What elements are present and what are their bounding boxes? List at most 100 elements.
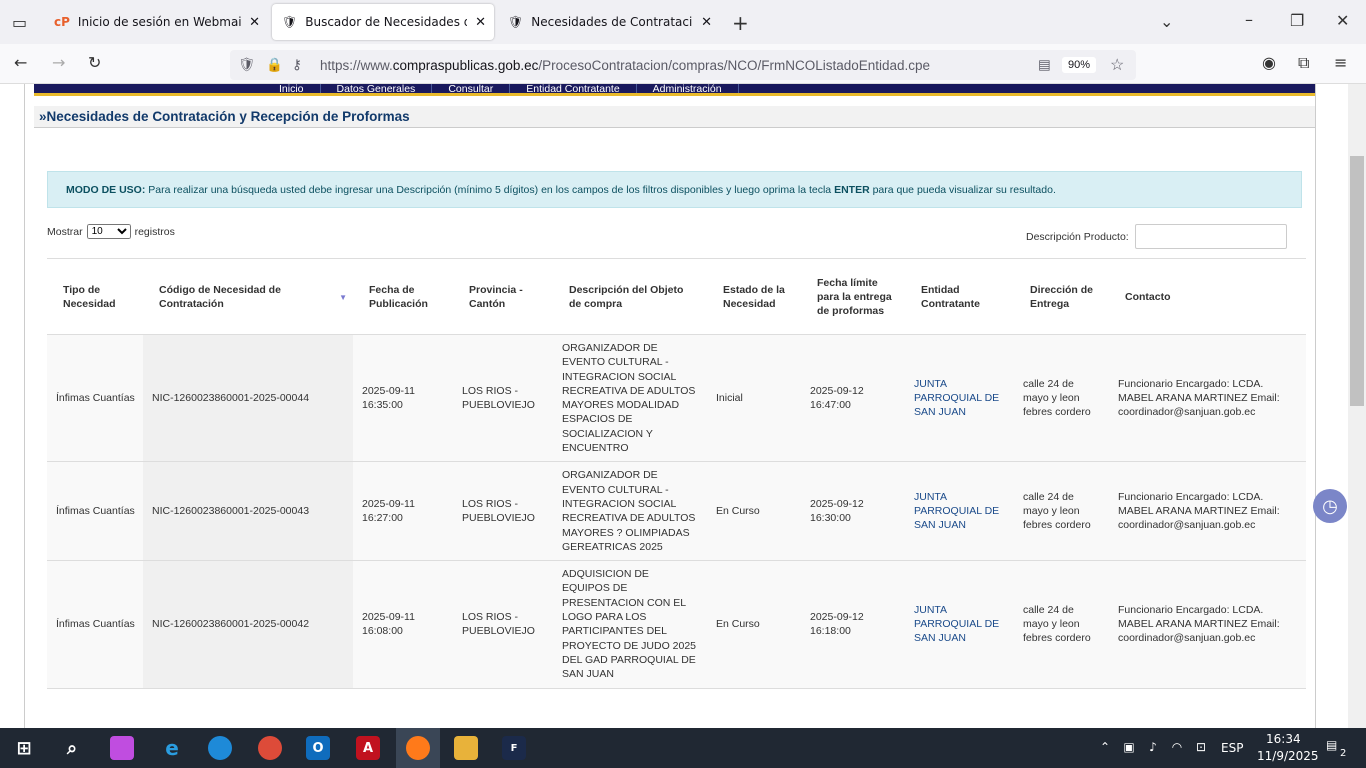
minimize-icon[interactable]: – [1245,10,1253,29]
tab-buscador[interactable]: 🛡 Buscador de Necesidades de Co ✕ [272,4,494,40]
account-icon[interactable]: ◉ [1262,53,1276,72]
close-icon[interactable]: ✕ [701,14,712,30]
volume-icon[interactable]: ♪ [1149,740,1157,754]
bookmark-star-icon[interactable]: ☆ [1110,57,1125,74]
close-icon[interactable]: ✕ [475,14,486,30]
firefox-icon[interactable] [396,728,440,768]
accessibility-widget-icon[interactable]: ◷ [1313,489,1347,523]
table-cell: ADQUISICION DE EQUIPOS DE PRESENTACION C… [553,560,707,689]
search-filter: Descripción Producto: [1026,224,1287,249]
table-row: Ínfimas Cuantías NIC-1260023860001-2025-0… [47,560,1306,689]
page-content: Inicio Datos Generales Consultar Entidad… [0,84,1348,728]
table-cell: calle 24 de mayo y leon febres cordero [1014,334,1109,463]
column-header[interactable]: Descripción del Objeto de compra [553,258,707,335]
windows-start-icon[interactable]: ⊞ [16,737,32,759]
key-icon[interactable]: ⚷ [292,57,302,72]
column-header[interactable]: Entidad Contratante [905,258,1014,335]
table-cell: 2025-09-11 16:08:00 [353,560,453,689]
tab-webmail[interactable]: cP Inicio de sesión en Webmail ✕ [44,4,268,40]
copilot-icon[interactable] [110,736,134,760]
usage-info-box: MODO DE USO: Para realizar una búsqueda … [47,171,1302,208]
menu-icon[interactable]: ≡ [1334,53,1348,72]
search-icon[interactable]: ⌕ [66,737,78,759]
column-header[interactable]: Fecha de Publicación [353,258,453,335]
column-header[interactable]: Código de Necesidad de Contratación ▼ [143,258,353,335]
description-search-input[interactable] [1134,224,1287,249]
url-text: https://www.compraspublicas.gob.ec/Proce… [320,58,1020,73]
table-cell: NIC-1260023860001-2025-00044 [143,334,353,463]
shield-favicon-icon: 🛡 [508,15,524,29]
table-cell: calle 24 de mayo y leon febres cordero [1014,560,1109,689]
table-cell[interactable]: JUNTA PARROQUIAL DE SAN JUAN [905,334,1014,463]
show-hidden-icons-icon[interactable]: ⌃ [1099,740,1111,754]
tray-app-icon[interactable]: ▣ [1123,740,1135,754]
column-header[interactable]: Fecha límite para la entrega de proforma… [801,258,905,335]
menu-consultar[interactable]: Consultar [432,84,511,94]
zoom-level[interactable]: 90% [1062,57,1097,73]
sort-desc-icon[interactable]: ▼ [339,293,347,302]
table-cell: Funcionario Encargado: LCDA. MABEL ARANA… [1109,560,1306,689]
acrobat-icon[interactable]: A [356,736,380,760]
column-header[interactable]: Tipo de Necesidad [47,258,143,335]
column-header[interactable]: Provincia - Cantón [453,258,553,335]
forticlient-icon[interactable]: F [502,736,526,760]
length-prefix: Mostrar [47,225,83,238]
outlook-icon[interactable]: O [306,736,330,760]
menu-administracion[interactable]: Administración [637,84,739,94]
scrollbar-thumb[interactable] [1350,156,1364,406]
table-cell: LOS RIOS - PUEBLOVIEJO [453,461,553,562]
column-header[interactable]: Dirección de Entrega [1014,258,1109,335]
table-cell: NIC-1260023860001-2025-00042 [143,560,353,689]
forward-icon[interactable]: → [52,53,66,72]
column-header-label: Provincia - Cantón [469,283,523,310]
chevron-down-icon[interactable]: ⌄ [1160,12,1174,31]
window-close-icon[interactable]: ✕ [1336,11,1350,30]
table-cell[interactable]: JUNTA PARROQUIAL DE SAN JUAN [905,560,1014,689]
column-header[interactable]: Contacto [1109,258,1306,335]
clock-date[interactable]: 11/9/2025 [1257,749,1319,763]
chrome-icon[interactable] [258,736,282,760]
content-frame [24,84,1316,728]
clock-time[interactable]: 16:34 [1266,732,1301,746]
edge-icon[interactable] [208,736,232,760]
table-row: Ínfimas Cuantías NIC-1260023860001-2025-0… [47,461,1306,562]
close-icon[interactable]: ✕ [249,14,260,30]
reload-icon[interactable]: ↻ [88,53,102,72]
info-tail: para que pueda visualizar su resultado. [869,184,1056,196]
internet-explorer-icon[interactable]: e [165,736,179,760]
column-header[interactable]: Estado de la Necesidad [707,258,801,335]
table-cell: LOS RIOS - PUEBLOVIEJO [453,334,553,463]
page-length-select[interactable]: 10 [86,224,131,239]
table-cell: ORGANIZADOR DE EVENTO CULTURAL - INTEGRA… [553,334,707,463]
shield-icon[interactable]: 🛡 [238,57,256,72]
language-indicator[interactable]: ESP [1221,741,1244,755]
url-bar[interactable]: 🛡 🔒 ⚷ https://www.compraspublicas.gob.ec… [230,50,1136,80]
menu-inicio[interactable]: Inicio [263,84,321,94]
extensions-icon[interactable]: ⧉ [1298,53,1310,72]
menu-entidad-contratante[interactable]: Entidad Contratante [510,84,637,94]
url-prefix: https://www. [320,57,393,73]
tab-necesidades[interactable]: 🛡 Necesidades de Contratación y ✕ [498,4,720,40]
new-tab-icon[interactable]: + [732,11,749,35]
info-key: ENTER [834,184,870,196]
restore-icon[interactable]: ❐ [1290,11,1305,30]
url-domain: compraspublicas.gob.ec [392,57,539,73]
table-cell: Ínfimas Cuantías [47,334,143,463]
reader-icon[interactable]: ▤ [1038,57,1051,72]
shield-favicon-icon: 🛡 [282,15,298,29]
table-cell: NIC-1260023860001-2025-00043 [143,461,353,562]
table-row: Ínfimas Cuantías NIC-1260023860001-2025-0… [47,334,1306,463]
back-icon[interactable]: ← [14,53,28,72]
menu-datos-generales[interactable]: Datos Generales [321,84,433,94]
table-cell: Ínfimas Cuantías [47,560,143,689]
camera-icon[interactable]: ⊡ [1195,740,1207,754]
tab-list-icon[interactable]: ▭ [12,13,28,32]
table-cell: 2025-09-11 16:35:00 [353,334,453,463]
main-menu: Inicio Datos Generales Consultar Entidad… [34,84,1315,96]
lock-icon[interactable]: 🔒 [266,57,283,72]
file-explorer-icon[interactable] [454,736,478,760]
cpanel-icon: cP [54,15,70,29]
wifi-icon[interactable]: ◠ [1171,740,1183,754]
notifications-icon[interactable]: ▤ [1326,738,1338,752]
table-cell[interactable]: JUNTA PARROQUIAL DE SAN JUAN [905,461,1014,562]
